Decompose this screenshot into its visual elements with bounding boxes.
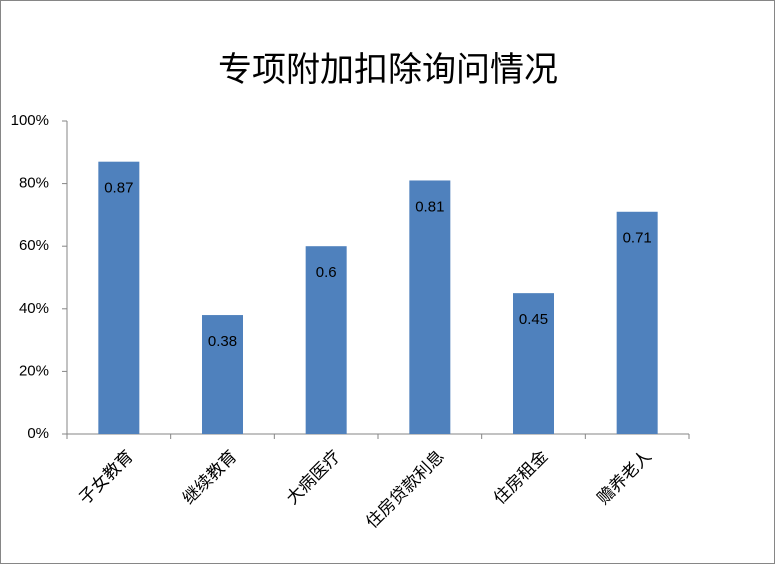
bar	[305, 246, 347, 434]
y-tick-label: 60%	[19, 237, 49, 254]
data-label: 0.45	[519, 311, 548, 328]
y-tick-label: 100%	[11, 112, 49, 129]
bar	[616, 211, 658, 434]
data-label: 0.6	[316, 264, 337, 281]
y-tick-label: 80%	[19, 175, 49, 192]
bar	[98, 161, 140, 434]
data-label: 0.38	[208, 333, 237, 350]
y-tick-label: 20%	[19, 362, 49, 379]
bar	[513, 293, 554, 434]
y-tick-label: 40%	[19, 300, 49, 317]
bar	[409, 180, 451, 434]
data-label: 0.81	[415, 198, 444, 215]
data-label: 0.71	[623, 230, 652, 247]
y-tick-label: 0%	[27, 425, 49, 442]
bar	[202, 315, 243, 434]
data-label: 0.87	[104, 180, 133, 197]
chart-title: 专项附加扣除询问情况	[218, 51, 558, 89]
